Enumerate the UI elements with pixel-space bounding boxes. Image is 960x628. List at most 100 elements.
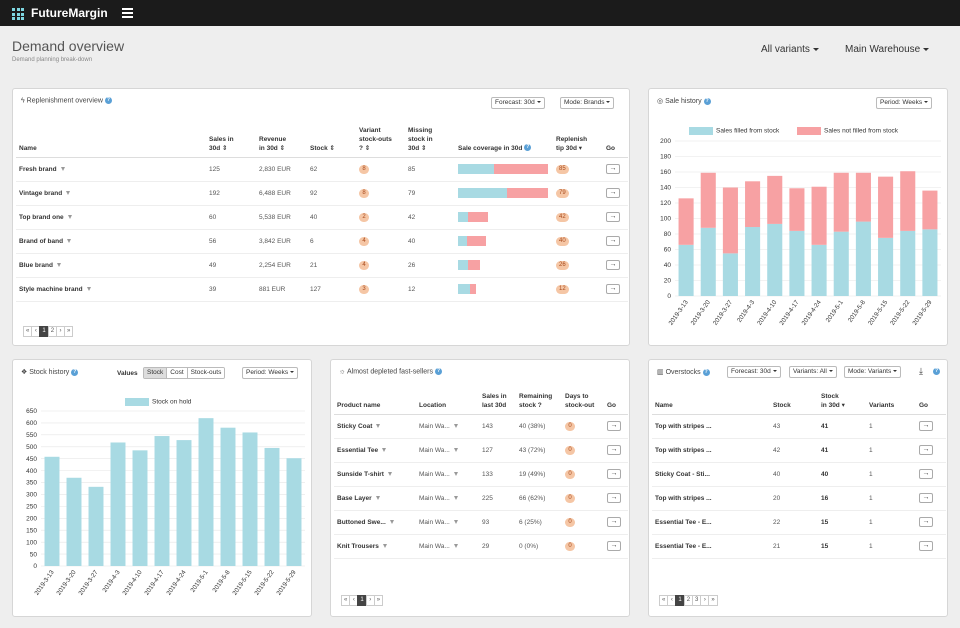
download-icon[interactable]: ⤓ — [919, 366, 923, 376]
bar-stock-on-hold[interactable] — [242, 432, 258, 566]
variant-name[interactable]: Top with stripes ... — [652, 414, 770, 439]
brand-name[interactable]: Vintage brand — [19, 189, 63, 197]
col-stockouts[interactable]: Variant stock-outs? ⇕ — [356, 119, 405, 158]
col-missing[interactable]: Missing stock in 30d ⇕ — [405, 119, 455, 158]
bar-sales-not-filled-from-stock[interactable] — [700, 172, 716, 228]
bar-stock-on-hold[interactable] — [88, 486, 104, 566]
menu-hamburger-icon[interactable] — [122, 8, 133, 18]
bar-sales-filled-from-stock[interactable] — [855, 221, 871, 296]
bar-stock-on-hold[interactable] — [264, 447, 280, 566]
col-name[interactable]: Name — [652, 388, 770, 415]
info-icon[interactable]: ? — [933, 368, 940, 375]
col-sales[interactable]: Sales in 30d ⇕ — [206, 119, 256, 158]
filter-icon[interactable] — [387, 471, 392, 476]
go-arrow-button[interactable]: → — [919, 493, 933, 503]
bar-sales-not-filled-from-stock[interactable] — [855, 172, 871, 222]
filter-icon[interactable] — [66, 190, 71, 195]
go-arrow-button[interactable]: → — [606, 284, 620, 294]
bar-stock-on-hold[interactable] — [132, 450, 148, 566]
overstock-mode-dropdown[interactable]: Mode: Variants — [844, 366, 902, 378]
overstock-variants-dropdown[interactable]: Variants: All — [789, 366, 837, 378]
col-location[interactable]: Location — [416, 388, 479, 415]
overstock-forecast-dropdown[interactable]: Forecast: 30d — [727, 366, 781, 378]
variant-name[interactable]: Top with stripes ... — [652, 486, 770, 511]
filter-icon[interactable] — [60, 166, 65, 171]
go-arrow-button[interactable]: → — [606, 260, 620, 270]
go-arrow-button[interactable]: → — [919, 541, 933, 551]
variant-name[interactable]: Essential Tee - E... — [652, 534, 770, 559]
variants-dropdown[interactable]: All variants — [761, 44, 819, 55]
bar-sales-filled-from-stock[interactable] — [767, 223, 783, 296]
bar-stock-on-hold[interactable] — [220, 427, 236, 566]
filter-icon[interactable] — [375, 495, 380, 500]
sale-period-dropdown[interactable]: Period: Weeks — [876, 97, 933, 109]
bar-sales-not-filled-from-stock[interactable] — [678, 198, 694, 245]
legend-filled[interactable]: Sales filled from stock — [689, 127, 779, 135]
app-logo-text[interactable]: FutureMargin — [31, 6, 108, 20]
col-replenish[interactable]: Replenish tip 30d ▾ — [553, 119, 603, 158]
go-arrow-button[interactable]: → — [919, 445, 933, 455]
brand-name[interactable]: Style machine brand — [19, 285, 83, 293]
col-variants[interactable]: Variants — [866, 388, 916, 415]
filter-icon[interactable] — [453, 471, 458, 476]
bar-sales-not-filled-from-stock[interactable] — [789, 188, 805, 231]
bar-sales-filled-from-stock[interactable] — [833, 231, 849, 296]
bar-sales-filled-from-stock[interactable] — [700, 227, 716, 296]
go-arrow-button[interactable]: → — [607, 445, 621, 455]
values-option[interactable]: Cost — [167, 368, 188, 378]
bar-sales-filled-from-stock[interactable] — [811, 244, 827, 296]
filter-icon[interactable] — [67, 238, 72, 243]
stock-period-dropdown[interactable]: Period: Weeks — [242, 367, 299, 379]
product-name[interactable]: Essential Tee — [337, 446, 379, 454]
bar-sales-filled-from-stock[interactable] — [900, 230, 916, 296]
brand-name[interactable]: Brand of band — [19, 237, 64, 245]
bar-stock-on-hold[interactable] — [44, 456, 60, 566]
bar-sales-not-filled-from-stock[interactable] — [811, 186, 827, 245]
filter-icon[interactable] — [56, 262, 61, 267]
bar-sales-filled-from-stock[interactable] — [678, 244, 694, 296]
go-arrow-button[interactable]: → — [919, 469, 933, 479]
brand-name[interactable]: Fresh brand — [19, 165, 57, 173]
col-remaining[interactable]: Remaining stock ? — [516, 388, 562, 415]
go-arrow-button[interactable]: → — [607, 469, 621, 479]
go-arrow-button[interactable]: → — [919, 421, 933, 431]
filter-icon[interactable] — [382, 543, 387, 548]
col-product[interactable]: Product name — [334, 388, 416, 415]
bar-sales-not-filled-from-stock[interactable] — [722, 187, 738, 254]
col-days[interactable]: Days to stock-out — [562, 388, 604, 415]
bar-sales-filled-from-stock[interactable] — [922, 229, 938, 296]
go-arrow-button[interactable]: → — [607, 541, 621, 551]
brand-name[interactable]: Blue brand — [19, 261, 53, 269]
variant-name[interactable]: Top with stripes ... — [652, 438, 770, 463]
go-arrow-button[interactable]: → — [919, 517, 933, 527]
bar-stock-on-hold[interactable] — [110, 442, 126, 566]
bar-sales-not-filled-from-stock[interactable] — [900, 171, 916, 231]
col-name[interactable]: Name — [16, 119, 206, 158]
col-stock[interactable]: Stock ⇕ — [307, 119, 356, 158]
bar-stock-on-hold[interactable] — [176, 440, 192, 566]
filter-icon[interactable] — [453, 543, 458, 548]
product-name[interactable]: Sticky Coat — [337, 422, 373, 430]
filter-icon[interactable] — [453, 495, 458, 500]
go-arrow-button[interactable]: → — [606, 212, 620, 222]
bar-sales-filled-from-stock[interactable] — [722, 253, 738, 296]
mode-dropdown[interactable]: Mode: Brands — [560, 97, 615, 109]
info-icon[interactable]: ? — [702, 368, 710, 376]
col-revenue[interactable]: Revenue in 30d ⇕ — [256, 119, 307, 158]
go-arrow-button[interactable]: → — [607, 421, 621, 431]
info-icon[interactable]: ? — [524, 144, 532, 152]
bar-sales-not-filled-from-stock[interactable] — [922, 190, 938, 230]
filter-icon[interactable] — [67, 214, 72, 219]
col-stock[interactable]: Stock — [770, 388, 818, 415]
filter-icon[interactable] — [389, 519, 394, 524]
col-stock30[interactable]: Stock in 30d ▾ — [818, 388, 866, 415]
info-icon[interactable]: ? — [703, 97, 711, 105]
bar-sales-filled-from-stock[interactable] — [789, 230, 805, 296]
variant-name[interactable]: Essential Tee - E... — [652, 510, 770, 535]
info-icon[interactable]: ? — [71, 368, 79, 376]
filter-icon[interactable] — [453, 447, 458, 452]
go-arrow-button[interactable]: → — [606, 164, 620, 174]
bar-stock-on-hold[interactable] — [154, 436, 170, 566]
forecast-dropdown[interactable]: Forecast: 30d — [491, 97, 545, 109]
bar-sales-not-filled-from-stock[interactable] — [878, 176, 894, 238]
